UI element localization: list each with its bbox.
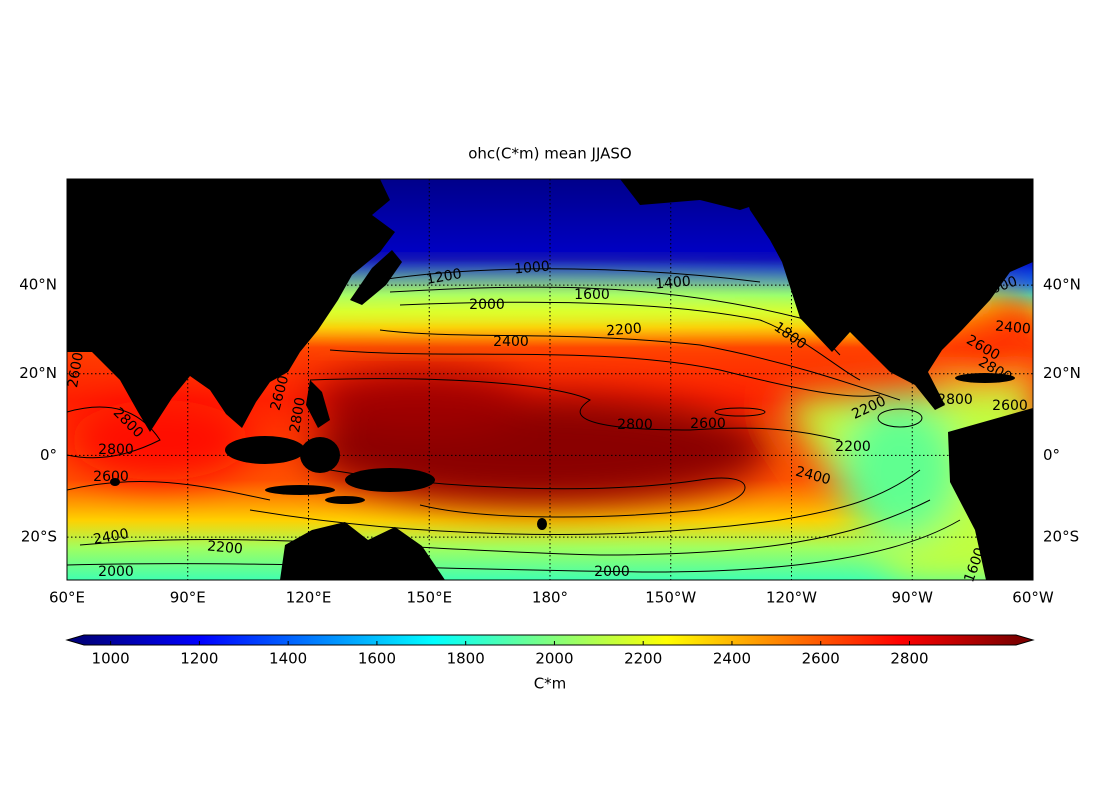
colorbar-body bbox=[84, 635, 1016, 645]
contour-label: 2000 bbox=[98, 564, 134, 580]
colorbar-tick-label: 1200 bbox=[180, 650, 218, 668]
contour-label: 2800 bbox=[98, 442, 134, 458]
contour-label: 1600 bbox=[574, 287, 610, 303]
x-tick-label: 90°E bbox=[170, 589, 206, 607]
y-tick-label: 0° bbox=[1043, 446, 1060, 464]
contour-label: 2000 bbox=[469, 297, 505, 313]
colorbar-tick-label: 2400 bbox=[713, 650, 751, 668]
x-tick-label: 150°W bbox=[645, 589, 696, 607]
y-tick-label: 40°N bbox=[19, 276, 57, 294]
contour-label: 2600 bbox=[690, 416, 726, 432]
colorbar-tick-label: 2200 bbox=[624, 650, 662, 668]
contour-label: 2800 bbox=[617, 417, 653, 433]
colorbar: 1000 1200 1400 1600 1800 2000 2200 2400 2600 2800 bbox=[65, 634, 1035, 668]
colorbar-tick-label: 2800 bbox=[890, 650, 928, 668]
contour-label: 2400 bbox=[493, 334, 529, 350]
contour-label: 2800 bbox=[937, 392, 973, 408]
colorbar-extend bbox=[1016, 635, 1033, 645]
x-tick-label: 120°E bbox=[286, 589, 332, 607]
x-tick-label: 120°W bbox=[766, 589, 817, 607]
contour-label: 2600 bbox=[992, 398, 1028, 414]
contour-label: 2400 bbox=[995, 318, 1032, 337]
x-tick-label: 180° bbox=[532, 589, 568, 607]
y-tick-label: 0° bbox=[40, 446, 57, 464]
graticule bbox=[66, 179, 1034, 580]
y-tick-label: 40°N bbox=[1043, 276, 1081, 294]
contour-label: 1200 bbox=[425, 266, 463, 288]
x-tick-label: 60°E bbox=[49, 589, 85, 607]
y-tick-label: 20°S bbox=[1043, 528, 1079, 546]
contour-label: 2200 bbox=[606, 320, 643, 339]
contour-label: 2200 bbox=[835, 439, 871, 455]
contour-label: 2200 bbox=[207, 538, 244, 557]
contour-label: 2400 bbox=[92, 526, 130, 548]
y-tick-label: 20°N bbox=[19, 364, 57, 382]
colorbar-tick-label: 1000 bbox=[92, 650, 130, 668]
colorbar-tick-label: 1400 bbox=[269, 650, 307, 668]
y-tick-label: 20°S bbox=[21, 528, 57, 546]
colorbar-tick-label: 2600 bbox=[802, 650, 840, 668]
colorbar-tick-label: 1800 bbox=[447, 650, 485, 668]
x-tick-label: 150°E bbox=[406, 589, 452, 607]
x-tick-label: 60°W bbox=[1012, 589, 1054, 607]
contour-label: 2600 bbox=[93, 469, 129, 485]
contour-label: 2600 bbox=[65, 351, 87, 389]
chart-title: ohc(C*m) mean JJASO bbox=[468, 145, 631, 163]
x-tick-label: 90°W bbox=[892, 589, 934, 607]
y-tick-label: 20°N bbox=[1043, 364, 1081, 382]
contour-label: 1400 bbox=[655, 273, 692, 292]
colorbar-extend bbox=[67, 635, 84, 645]
contour-label: 1000 bbox=[514, 258, 551, 277]
map-frame bbox=[66, 178, 1034, 581]
contour-label: 2800 bbox=[287, 396, 309, 434]
contour-label: 2000 bbox=[594, 564, 630, 580]
colorbar-tick-label: 1600 bbox=[358, 650, 396, 668]
map-field bbox=[67, 179, 1033, 580]
colorbar-tick-label: 2000 bbox=[535, 650, 573, 668]
colorbar-outline bbox=[65, 634, 1035, 646]
colorbar-label: C*m bbox=[534, 675, 567, 693]
